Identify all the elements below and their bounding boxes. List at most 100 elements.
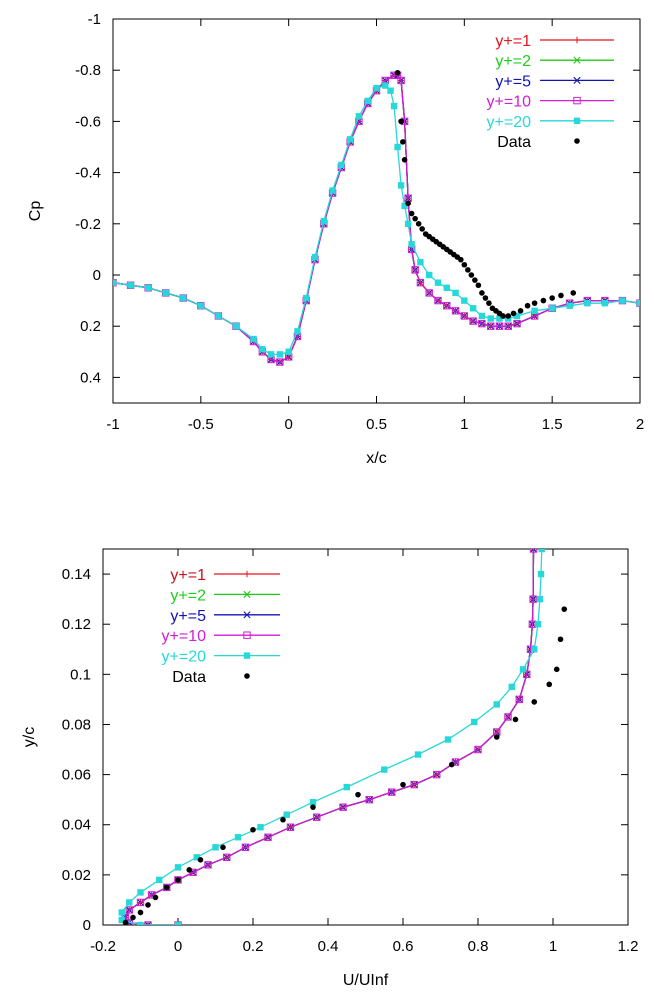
data-point (394, 69, 401, 76)
data-point (500, 313, 506, 319)
data-point (204, 861, 212, 869)
data-point (461, 297, 468, 304)
legend-marker (574, 138, 580, 144)
data-point (144, 921, 152, 925)
data-point (529, 549, 538, 553)
data-point (130, 914, 136, 921)
y-tick-label: 0.02 (62, 867, 91, 884)
data-point (174, 876, 182, 884)
data-point (320, 218, 327, 225)
data-point (443, 302, 451, 310)
data-point (163, 884, 170, 891)
data-point (175, 877, 181, 883)
data-point (127, 282, 134, 289)
data-point (118, 909, 125, 916)
data-point (156, 876, 163, 884)
legend-label: y+=1 (495, 33, 531, 50)
plot-frame (112, 18, 641, 404)
plot-area (118, 549, 568, 925)
data-point (434, 279, 442, 286)
data-point (478, 312, 486, 320)
data-point (536, 595, 544, 603)
data-point (381, 766, 388, 773)
chart-1: -1 -0.5 0 0.5 1 1.5 2 -1 -0.8 -0.6 -0.4 -0.2 0 0.2 0.4… (27, 11, 644, 467)
data-point (174, 921, 182, 925)
legend-marker (244, 673, 250, 679)
data-point (510, 310, 517, 317)
data-point (118, 916, 125, 924)
data-point (546, 681, 553, 688)
data-point (549, 295, 555, 301)
y-tick-label: 0 (93, 267, 101, 284)
data-point (531, 646, 538, 653)
data-point (338, 161, 345, 169)
x-tick-label: 1.2 (618, 938, 639, 955)
legend-label: y+=10 (162, 628, 207, 645)
x-tick-label: -0.2 (90, 938, 116, 955)
plot-area (113, 69, 640, 366)
data-point (197, 857, 204, 863)
data-point (197, 302, 205, 309)
series-y-2 (113, 71, 640, 366)
data-point (286, 823, 295, 831)
data-point (373, 84, 380, 92)
series-y-5 (113, 71, 640, 366)
data-point (400, 781, 406, 788)
series-line (113, 74, 640, 363)
data-point (451, 307, 460, 315)
data-point (416, 278, 425, 287)
data-point (515, 695, 523, 704)
x-tick-label: 1 (549, 938, 557, 955)
data-point (601, 299, 609, 307)
data-point (519, 666, 527, 673)
x-tick-label: 2 (636, 416, 644, 433)
data-point (397, 76, 405, 85)
data-point (561, 606, 568, 612)
series-data (122, 606, 568, 925)
legend-label: y+=20 (162, 649, 207, 666)
data-point (540, 297, 547, 304)
legend-marker (243, 631, 251, 639)
legend-marker (573, 36, 581, 44)
series-line (113, 74, 640, 363)
y-tick-label: 0.06 (62, 767, 91, 784)
y-tick-label: -0.4 (75, 165, 101, 182)
legend-marker (243, 652, 251, 659)
data-point (397, 182, 405, 189)
data-point (493, 701, 500, 708)
data-point (410, 780, 418, 789)
x-tick-label: 0.5 (366, 416, 387, 433)
data-point (444, 736, 452, 743)
data-point (404, 220, 412, 227)
data-point (193, 854, 200, 861)
legend-marker (243, 570, 251, 578)
x-tick-label: 0 (174, 938, 182, 955)
data-point (174, 864, 182, 871)
legend-marker (243, 590, 251, 598)
data-point (513, 319, 521, 328)
data-point (241, 843, 250, 851)
data-point (400, 139, 406, 145)
data-point (425, 289, 433, 297)
data-point (137, 889, 144, 896)
legend-marker (573, 117, 581, 124)
data-point (412, 215, 418, 222)
data-point (408, 210, 415, 217)
data-point (504, 322, 512, 330)
data-point (538, 549, 545, 553)
series-line (113, 74, 640, 363)
data-point (557, 636, 564, 643)
data-point (137, 921, 144, 925)
data-point (460, 312, 469, 320)
data-point (329, 187, 336, 194)
data-point (303, 294, 310, 302)
data-point (529, 595, 537, 603)
y-tick-label: 0.14 (62, 566, 91, 583)
legend-label: y+=5 (170, 608, 206, 625)
y-tick-label: -0.6 (75, 113, 101, 130)
data-point (144, 284, 152, 291)
data-point (137, 909, 144, 916)
data-point (223, 853, 231, 862)
data-point (636, 299, 640, 307)
data-point (505, 313, 512, 319)
